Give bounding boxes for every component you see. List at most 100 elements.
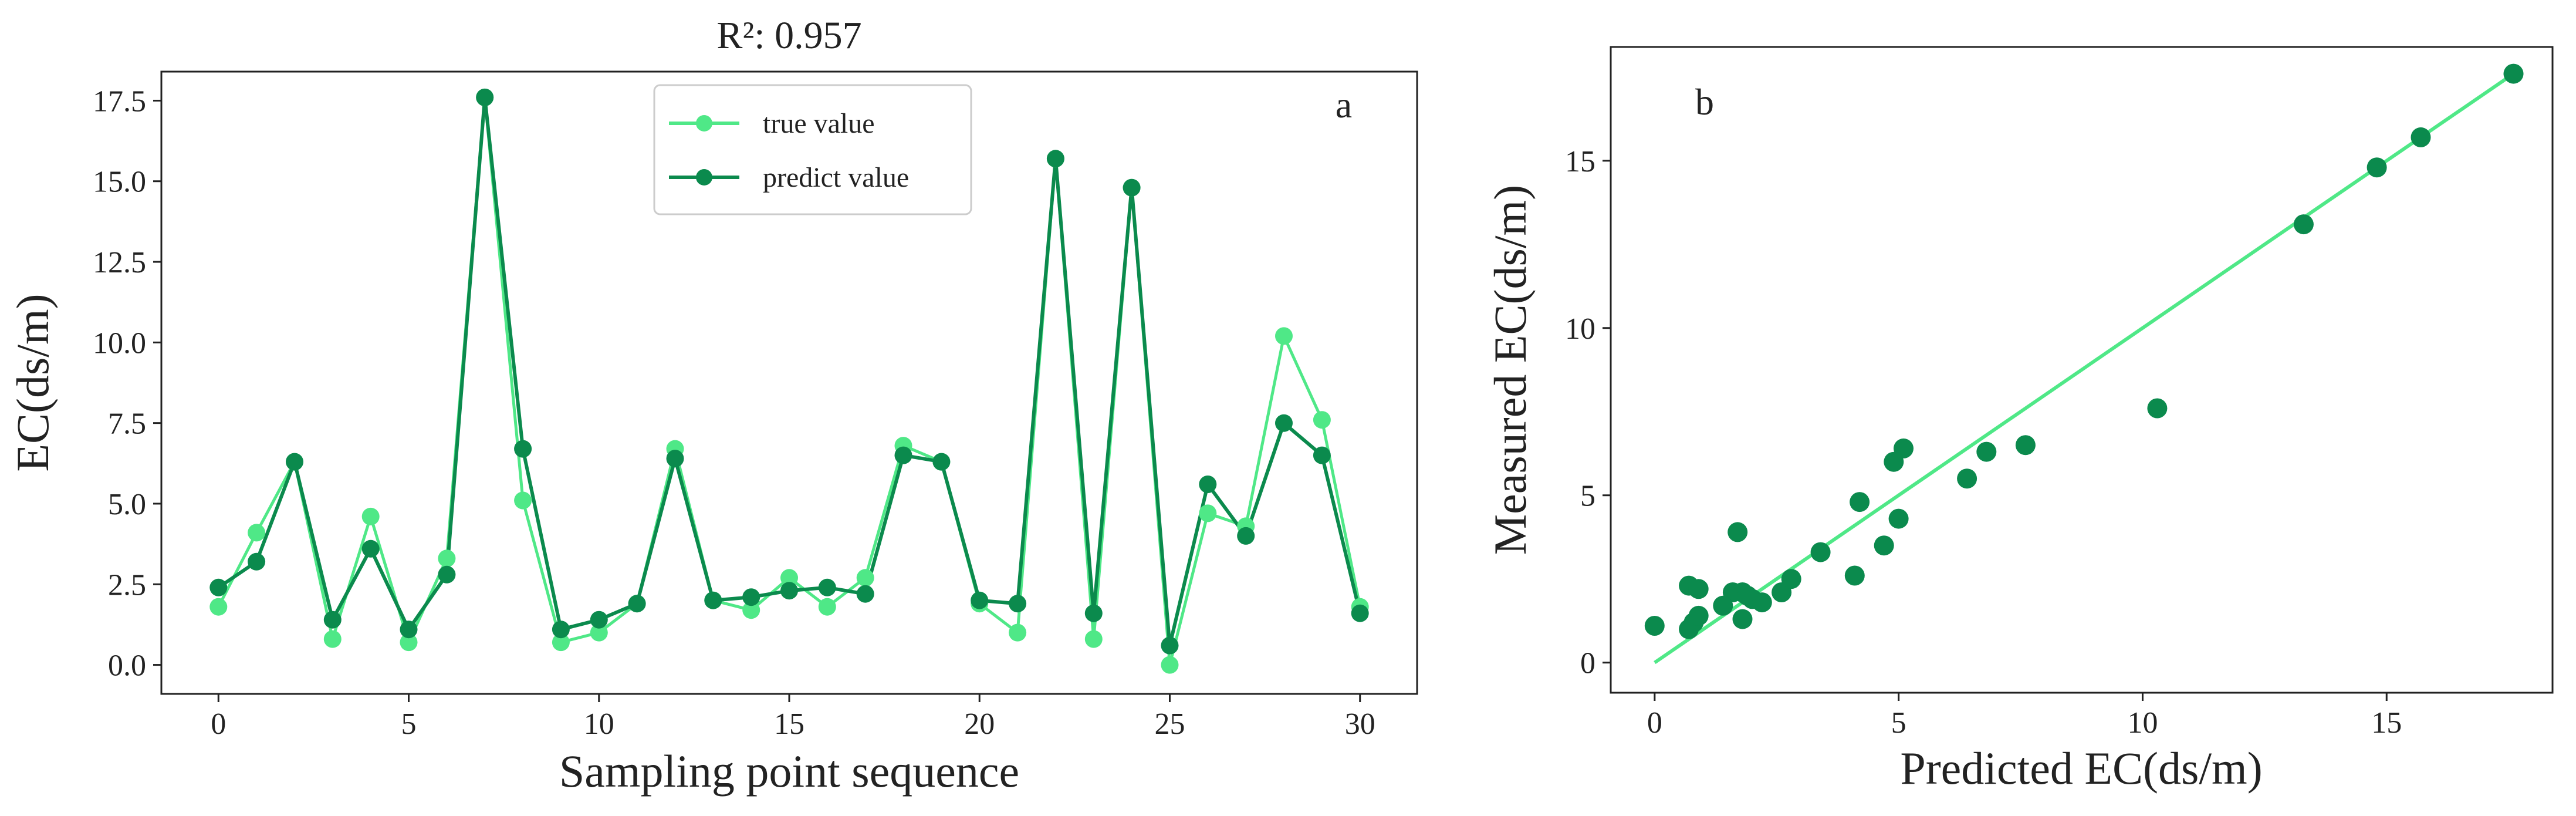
- y-tick-label: 2.5: [108, 568, 146, 602]
- true-value-point: [1275, 327, 1293, 345]
- predict-value-point: [742, 588, 760, 606]
- true-value-point: [323, 630, 342, 648]
- y-tick-label: 0: [1580, 647, 1595, 680]
- panel-b-letter: b: [1695, 81, 1714, 123]
- predict-value-point: [361, 539, 380, 558]
- panel-a-title: R²: 0.957: [716, 14, 861, 57]
- predict-value-point: [780, 582, 798, 600]
- predict-value-point: [1313, 446, 1331, 464]
- true-value-point: [1009, 623, 1027, 642]
- true-value-point: [742, 601, 760, 619]
- predict-value-point: [1123, 178, 1141, 197]
- predict-value-point: [438, 565, 456, 584]
- true-value-point: [818, 598, 836, 616]
- predict-value-point: [1009, 595, 1027, 613]
- y-tick-label: 17.5: [93, 85, 146, 118]
- predict-value-point: [628, 595, 646, 613]
- panel-a-x-axis-title: Sampling point sequence: [559, 746, 1019, 797]
- true-value-point: [400, 633, 418, 652]
- x-tick-label: 0: [1647, 706, 1662, 740]
- x-tick-label: 5: [401, 707, 417, 741]
- legend-true-value-label: true value: [763, 108, 875, 139]
- predict-value-point: [476, 88, 494, 106]
- x-tick-label: 25: [1154, 707, 1185, 741]
- predict-value-point: [894, 446, 912, 464]
- x-tick-label: 0: [211, 707, 226, 741]
- predict-value-point: [1084, 604, 1103, 622]
- predict-value-point: [1237, 527, 1255, 545]
- panel-a-line-chart: R²: 0.957 0 5 10 15 20 25 30 0.0 2.5 5.0 7.5 10.0 12…: [7, 14, 1418, 797]
- panel-a-plot-frame: [160, 70, 1418, 695]
- y-tick-label: 7.5: [108, 407, 146, 441]
- scatter-point: [1888, 508, 1909, 529]
- scatter-point: [2411, 127, 2431, 147]
- y-tick-label: 15.0: [93, 166, 146, 199]
- scatter-point: [1688, 579, 1709, 599]
- predict-value-point: [1275, 414, 1293, 432]
- legend-true-value-marker: [696, 115, 712, 131]
- scatter-point: [1732, 609, 1753, 629]
- panel-a-legend: true value predict value: [653, 84, 972, 215]
- true-value-point: [590, 623, 608, 642]
- scatter-point: [1728, 522, 1748, 542]
- true-value-point: [1199, 504, 1217, 522]
- scatter-point: [2503, 63, 2524, 84]
- scatter-point: [1894, 438, 1914, 458]
- panel-b-scatter-chart: 0 5 10 15 0 5 10 15 b Predicted EC(ds/m) Measur…: [1485, 46, 2554, 794]
- panel-a-letter: a: [1336, 84, 1352, 126]
- panel-b-y-axis-title: Measured EC(ds/m): [1485, 185, 1536, 555]
- scatter-point: [1976, 441, 1997, 462]
- predict-value-point: [1161, 636, 1179, 655]
- predict-value-point: [514, 440, 532, 458]
- y-tick-label: 5.0: [108, 488, 146, 521]
- x-tick-label: 5: [1891, 706, 1906, 740]
- predict-value-point: [971, 591, 989, 609]
- scatter-point: [2293, 214, 2314, 235]
- x-tick-label: 10: [584, 707, 614, 741]
- scatter-point: [1810, 542, 1831, 562]
- predict-value-point: [286, 453, 303, 471]
- scatter-point: [1752, 592, 1772, 613]
- y-tick-label: 5: [1580, 480, 1595, 513]
- predict-value-point: [666, 450, 684, 468]
- predict-value-point: [552, 621, 570, 639]
- y-tick-label: 10: [1565, 312, 1595, 346]
- true-value-point: [1161, 656, 1179, 674]
- x-tick-label: 10: [2127, 706, 2158, 740]
- scatter-point: [2147, 398, 2168, 419]
- predict-value-point: [856, 585, 874, 603]
- true-value-point: [552, 633, 570, 652]
- scatter-point: [1874, 535, 1894, 556]
- y-tick-label: 10.0: [93, 326, 146, 360]
- x-tick-label: 15: [2371, 706, 2402, 740]
- predict-value-point: [704, 591, 722, 609]
- y-tick-label: 12.5: [93, 246, 146, 279]
- predict-value-point: [400, 621, 418, 639]
- predict-value-point: [590, 611, 608, 629]
- true-value-point: [438, 549, 456, 568]
- true-value-point: [361, 507, 380, 525]
- predict-value-point: [1351, 604, 1369, 622]
- predict-value-point: [818, 578, 836, 596]
- x-tick-label: 15: [774, 707, 804, 741]
- true-value-point: [780, 569, 798, 587]
- panel-b-points: [1644, 63, 2524, 665]
- scatter-point: [1957, 468, 1977, 489]
- y-tick-label: 0.0: [108, 649, 146, 683]
- scatter-point: [2367, 157, 2387, 178]
- scatter-point: [1713, 595, 1733, 616]
- predict-value-point: [248, 552, 266, 571]
- legend-frame: [653, 84, 972, 215]
- true-value-point: [514, 491, 532, 510]
- panel-b-x-axis-title: Predicted EC(ds/m): [1900, 743, 2262, 794]
- true-value-point: [1313, 411, 1331, 429]
- predict-value-point: [932, 453, 951, 471]
- x-tick-label: 30: [1345, 707, 1375, 741]
- panel-a-y-axis-title: EC(ds/m): [7, 294, 58, 471]
- scatter-point: [1688, 605, 1709, 626]
- legend-predict-value-label: predict value: [763, 162, 909, 193]
- y-tick-label: 15: [1565, 145, 1595, 178]
- panel-b-ticks: 0 5 10 15 0 5 10 15: [1565, 145, 2402, 740]
